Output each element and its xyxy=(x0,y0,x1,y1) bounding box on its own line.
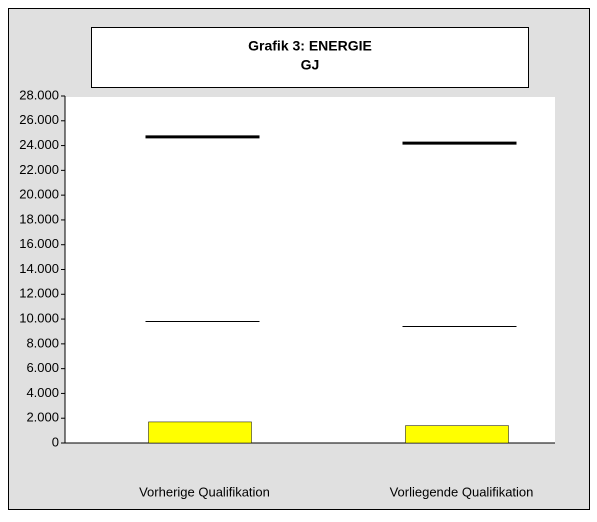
y-tick-label: 28.000 xyxy=(19,87,59,102)
y-tick-label: 26.000 xyxy=(19,112,59,127)
bar xyxy=(405,425,509,444)
y-tick-label: 20.000 xyxy=(19,187,59,202)
chart-title: Grafik 3: ENERGIE xyxy=(248,38,372,54)
y-tick-label: 10.000 xyxy=(19,311,59,326)
y-tick-label: 4.000 xyxy=(26,385,59,400)
y-tick-label: 6.000 xyxy=(26,360,59,375)
y-tick-label: 18.000 xyxy=(19,211,59,226)
x-tick-label: Vorliegende Qualifikation xyxy=(390,484,534,499)
chart-subtitle: GJ xyxy=(301,57,320,73)
title-box xyxy=(91,27,529,88)
y-tick-label: 8.000 xyxy=(26,335,59,350)
y-tick-label: 0 xyxy=(52,434,59,449)
y-tick-label: 24.000 xyxy=(19,137,59,152)
bar xyxy=(148,421,252,444)
y-tick-label: 22.000 xyxy=(19,162,59,177)
x-tick-label: Vorherige Qualifikation xyxy=(139,484,270,499)
y-tick-label: 2.000 xyxy=(26,410,59,425)
y-tick-label: 16.000 xyxy=(19,236,59,251)
y-tick-label: 14.000 xyxy=(19,261,59,276)
plot-area xyxy=(65,97,555,443)
y-tick-label: 12.000 xyxy=(19,286,59,301)
